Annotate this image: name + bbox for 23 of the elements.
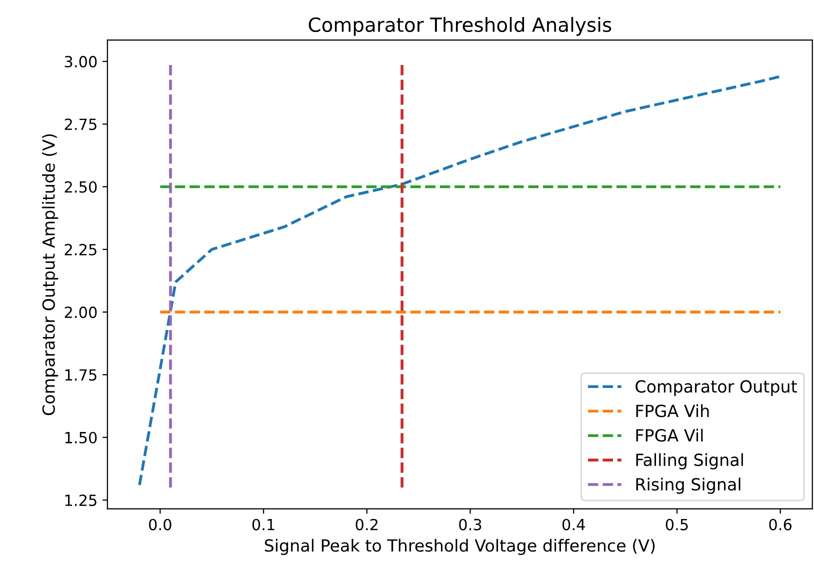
y-tick-label: 2.50: [64, 181, 97, 193]
x-tick-label: 0.2: [356, 518, 378, 530]
legend-label: Rising Signal: [636, 478, 740, 494]
chart-title: Comparator Threshold Analysis: [308, 17, 612, 36]
y-tick-label: 2.25: [64, 244, 96, 256]
y-tick-label: 1.50: [65, 432, 97, 444]
x-tick-label: 0.1: [252, 518, 274, 530]
y-tick-label: 1.75: [65, 369, 96, 381]
x-tick-label: 0.6: [769, 518, 792, 530]
x-axis-title: Signal Peak to Threshold Voltage difference (V): [264, 538, 655, 556]
x-tick-label: 0.4: [562, 518, 585, 530]
legend-label: FPGA Vih: [636, 404, 709, 418]
legend-label: Falling Signal: [636, 453, 743, 470]
legend-label: FPGA Vil: [636, 428, 703, 442]
y-axis-title: Comparator Output Amplitude (V): [42, 134, 58, 416]
y-tick-label: 2.75: [64, 118, 96, 130]
y-tick-label: 1.25: [65, 494, 96, 506]
legend-label: Comparator Output: [636, 380, 797, 396]
x-tick-label: 0.3: [459, 518, 482, 530]
x-tick-label: 0.0: [149, 518, 172, 530]
y-tick-label: 3.00: [64, 56, 97, 68]
x-tick-label: 0.5: [666, 518, 688, 530]
y-tick-label: 2.00: [64, 306, 97, 318]
